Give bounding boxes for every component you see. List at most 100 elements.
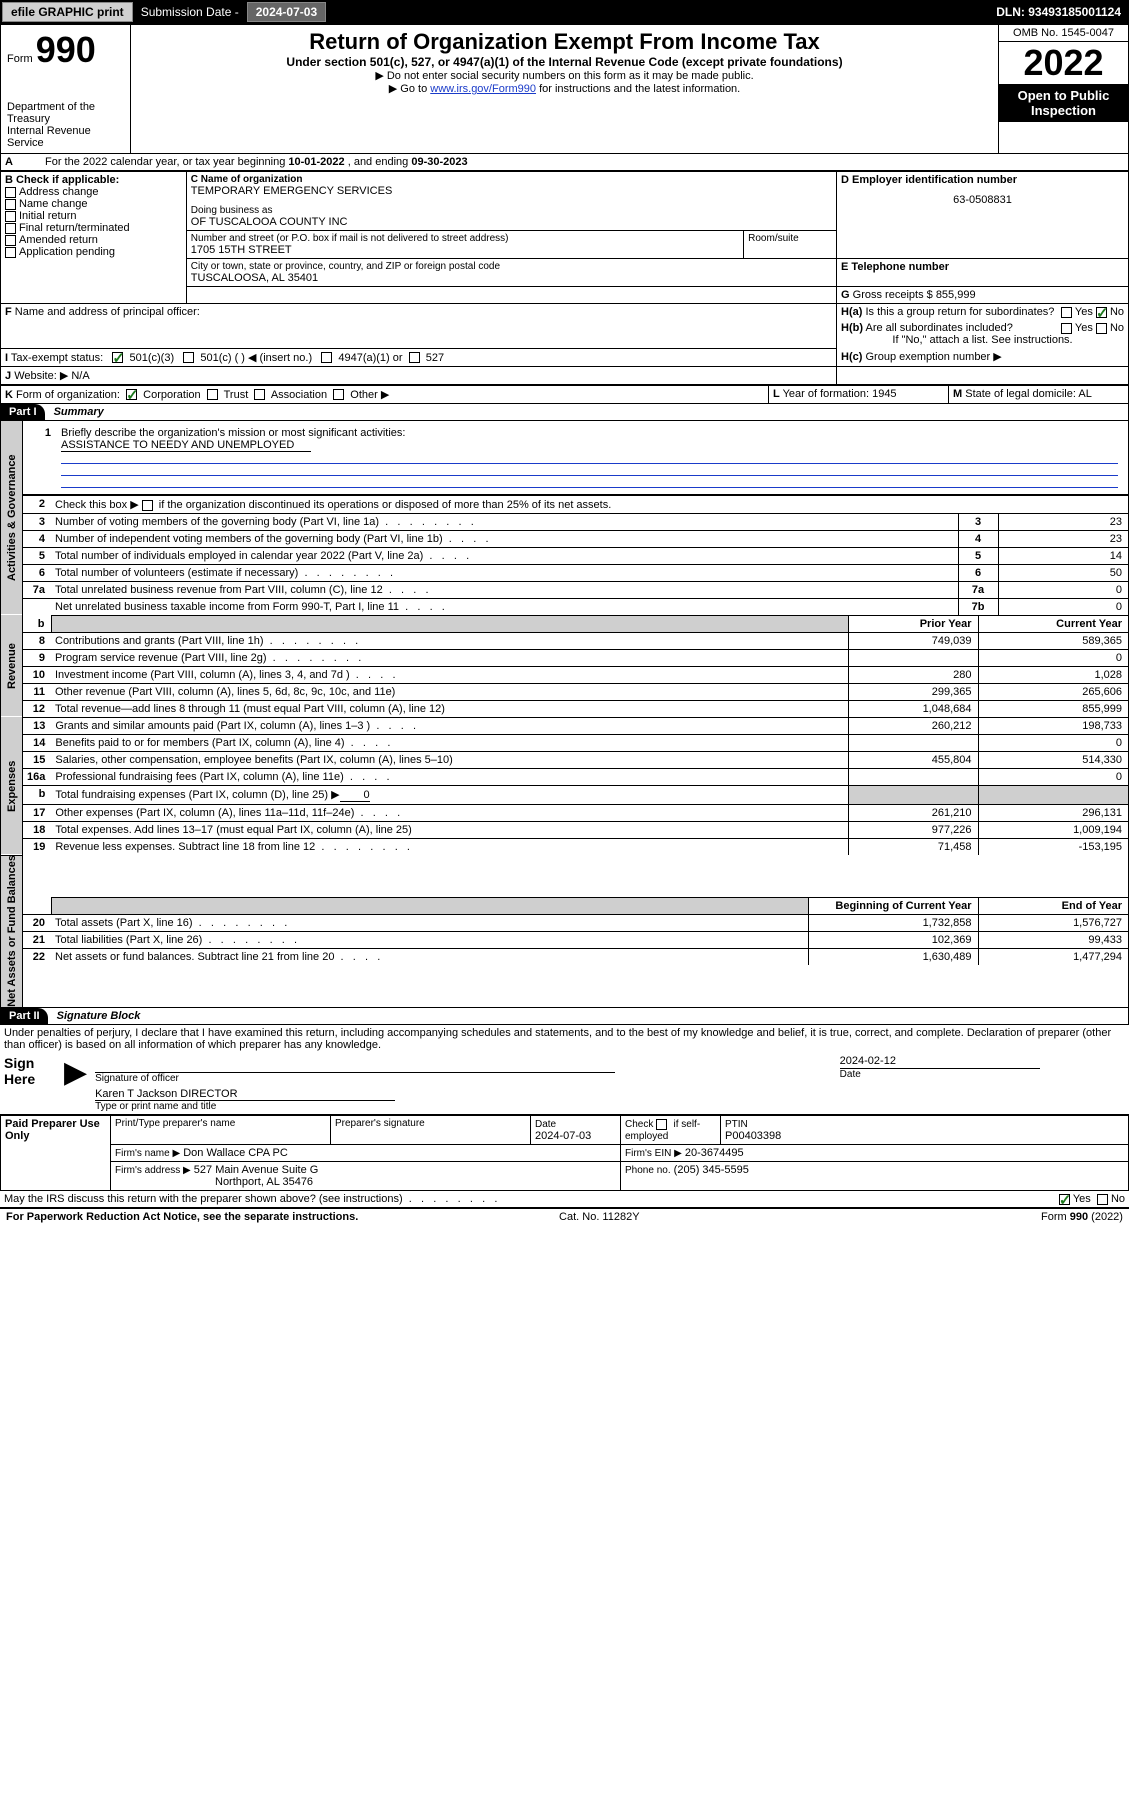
check-address-change[interactable]: [5, 187, 16, 198]
gov-row: 3Number of voting members of the governi…: [23, 514, 1128, 531]
efile-button[interactable]: efile GRAPHIC print: [2, 2, 133, 22]
s2-check[interactable]: [142, 500, 153, 511]
submission-label: Submission Date -: [137, 5, 243, 19]
discuss-row: May the IRS discuss this return with the…: [0, 1191, 1129, 1209]
g-value: 855,999: [936, 289, 976, 301]
col-prior-year: Prior Year: [848, 616, 978, 633]
vtab-expenses: Expenses: [1, 717, 23, 855]
dept-treasury: Department of the Treasury: [7, 101, 124, 125]
exp-row: 13Grants and similar amounts paid (Part …: [23, 718, 1128, 735]
prep-date: 2024-07-03: [535, 1130, 591, 1142]
k-label: K: [5, 389, 13, 401]
bal-row: 21Total liabilities (Part X, line 26)102…: [23, 932, 1128, 949]
c-name-label: C Name of organization: [191, 174, 832, 185]
sig-date: 2024-02-12: [840, 1055, 1125, 1067]
i-527[interactable]: [409, 352, 420, 363]
ha-no[interactable]: [1096, 307, 1107, 318]
form-subtitle-1: Under section 501(c), 527, or 4947(a)(1)…: [137, 55, 992, 69]
hb-label: H(b): [841, 322, 863, 334]
open-public-badge: Open to Public Inspection: [999, 84, 1128, 122]
b-label: B Check if applicable:: [5, 174, 119, 186]
omb-number: OMB No. 1545-0047: [999, 25, 1128, 41]
footer: For Paperwork Reduction Act Notice, see …: [0, 1209, 1129, 1225]
j-value: N/A: [71, 370, 89, 382]
footer-right: Form 990 (2022): [1041, 1211, 1123, 1223]
submission-date-button[interactable]: 2024-07-03: [247, 2, 326, 22]
ha-yes[interactable]: [1061, 307, 1072, 318]
gov-row: 7aTotal unrelated business revenue from …: [23, 582, 1128, 599]
tax-year: 2022: [999, 41, 1128, 84]
gov-row: Net unrelated business taxable income fr…: [23, 599, 1128, 616]
d-ein-value: 63-0508831: [841, 186, 1124, 206]
k-assoc[interactable]: [254, 389, 265, 400]
gov-row: 5Total number of individuals employed in…: [23, 548, 1128, 565]
k-corp[interactable]: [126, 389, 137, 400]
check-app-pending[interactable]: [5, 247, 16, 258]
col-end-year: End of Year: [978, 898, 1128, 915]
rev-row: 9Program service revenue (Part VIII, lin…: [23, 650, 1128, 667]
gov-row: 6Total number of volunteers (estimate if…: [23, 565, 1128, 582]
check-amended[interactable]: [5, 235, 16, 246]
rev-row: 8Contributions and grants (Part VIII, li…: [23, 633, 1128, 650]
org-name: TEMPORARY EMERGENCY SERVICES: [191, 185, 832, 197]
sign-here-label: Sign Here: [0, 1053, 60, 1115]
room-label: Room/suite: [748, 233, 832, 244]
l-value: 1945: [872, 388, 896, 400]
vtab-revenue: Revenue: [1, 615, 23, 717]
prep-addr2: Northport, AL 35476: [215, 1176, 313, 1188]
col-current-year: Current Year: [978, 616, 1128, 633]
city-label: City or town, state or province, country…: [191, 261, 832, 272]
hb-no[interactable]: [1096, 323, 1107, 334]
exp-row: 14Benefits paid to or for members (Part …: [23, 735, 1128, 752]
form-number: 990: [36, 29, 96, 70]
exp-row: 15Salaries, other compensation, employee…: [23, 752, 1128, 769]
declaration-text: Under penalties of perjury, I declare th…: [0, 1025, 1129, 1053]
line-a: A For the 2022 calendar year, or tax yea…: [0, 154, 1129, 171]
exp-row: 17Other expenses (Part IX, column (A), l…: [23, 805, 1128, 822]
form-note-link: ▶ Go to www.irs.gov/Form990 for instruct…: [137, 82, 992, 95]
k-trust[interactable]: [207, 389, 218, 400]
sig-officer-label: Signature of officer: [95, 1073, 832, 1084]
irs-label: Internal Revenue Service: [7, 125, 124, 149]
dba-label: Doing business as: [191, 205, 832, 216]
part1-body: Activities & Governance 1 Briefly descri…: [0, 421, 1129, 1009]
i-501c3[interactable]: [112, 352, 123, 363]
check-initial-return[interactable]: [5, 211, 16, 222]
exp-row: 18Total expenses. Add lines 13–17 (must …: [23, 822, 1128, 839]
k-other[interactable]: [333, 389, 344, 400]
i-501c[interactable]: [183, 352, 194, 363]
i-4947[interactable]: [321, 352, 332, 363]
dba-value: OF TUSCALOOA COUNTY INC: [191, 216, 832, 228]
e-phone-label: E Telephone number: [841, 261, 1124, 273]
check-final-return[interactable]: [5, 223, 16, 234]
rev-row: 11Other revenue (Part VIII, column (A), …: [23, 684, 1128, 701]
i-label: I: [5, 352, 8, 364]
prep-ein: 20-3674495: [685, 1147, 744, 1159]
discuss-yes[interactable]: [1059, 1194, 1070, 1205]
prep-phone: (205) 345-5595: [674, 1164, 749, 1176]
j-label: J: [5, 370, 11, 382]
sign-block: Sign Here ▶ Signature of officer 2024-02…: [0, 1053, 1129, 1115]
vtab-net-assets: Net Assets or Fund Balances: [1, 855, 23, 1008]
f-text: Name and address of principal officer:: [15, 306, 200, 318]
sign-arrow-icon: ▶: [60, 1053, 91, 1115]
hb-yes[interactable]: [1061, 323, 1072, 334]
sig-name: Karen T Jackson DIRECTOR: [95, 1088, 395, 1101]
form-header: Form 990 Department of the Treasury Inte…: [0, 24, 1129, 154]
exp-row-16b: b Total fundraising expenses (Part IX, c…: [23, 786, 1128, 805]
prep-addr1: 527 Main Avenue Suite G: [194, 1164, 319, 1176]
form-note-ssn: ▶ Do not enter social security numbers o…: [137, 69, 992, 82]
gov-row: 4Number of independent voting members of…: [23, 531, 1128, 548]
prep-ptin: P00403398: [725, 1130, 781, 1142]
check-name-change[interactable]: [5, 199, 16, 210]
preparer-side-label: Paid Preparer Use Only: [1, 1116, 111, 1191]
prep-self-emp-check[interactable]: [656, 1119, 667, 1130]
g-label: G: [841, 289, 850, 301]
col-begin-year: Beginning of Current Year: [808, 898, 978, 915]
preparer-block: Paid Preparer Use Only Print/Type prepar…: [0, 1115, 1129, 1191]
discuss-no[interactable]: [1097, 1194, 1108, 1205]
irs-link[interactable]: www.irs.gov/Form990: [430, 83, 536, 95]
k-l-m-row: K Form of organization: Corporation Trus…: [0, 385, 1129, 404]
part2-header: Part II Signature Block: [0, 1008, 1129, 1025]
footer-left: For Paperwork Reduction Act Notice, see …: [6, 1211, 358, 1223]
